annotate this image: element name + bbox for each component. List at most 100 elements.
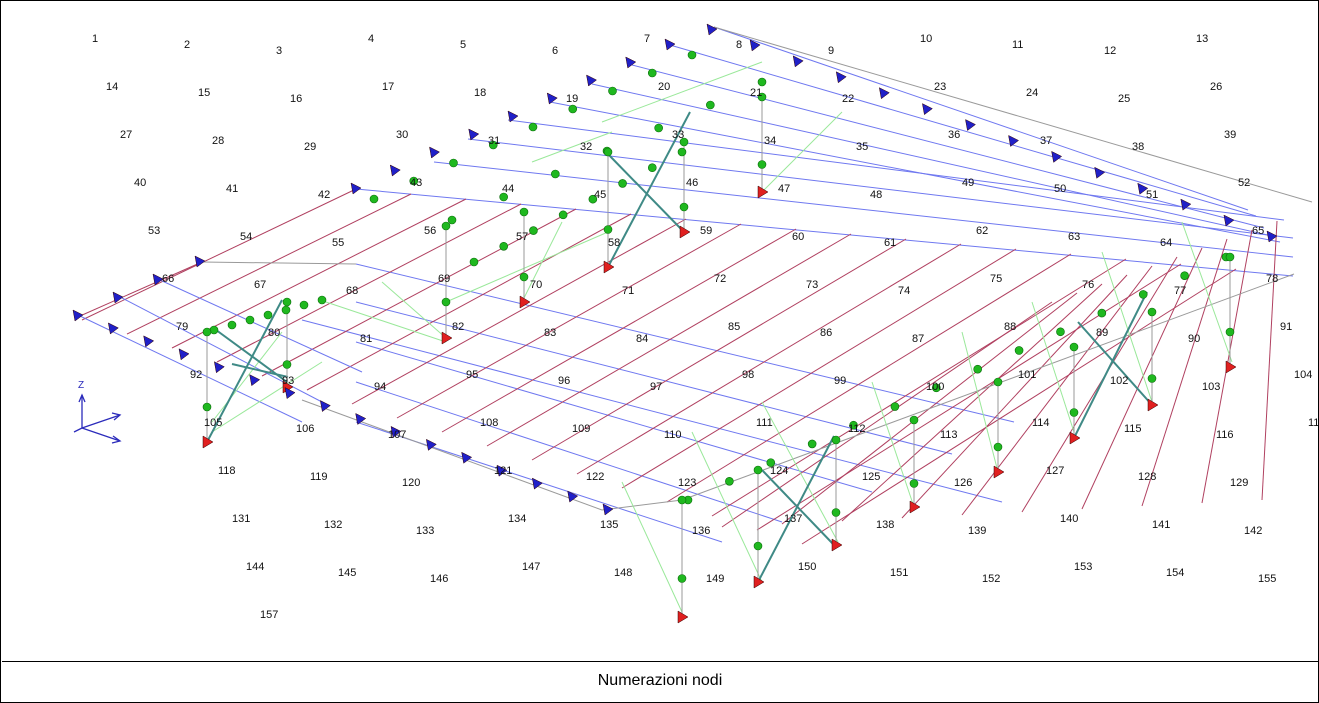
node-number-label: 107 (388, 429, 406, 441)
node-number-label: 2 (184, 39, 190, 51)
node-marker (1014, 346, 1024, 355)
node-number-label: 140 (1060, 513, 1078, 525)
node-marker (281, 305, 291, 315)
secondary-beam (1081, 247, 1203, 510)
node-number-label: 37 (1040, 135, 1052, 147)
fixed-support-icon (603, 260, 615, 274)
node-number-label: 8 (736, 39, 742, 51)
node-marker (1147, 374, 1157, 383)
node-number-label: 95 (466, 369, 478, 381)
fixed-support-icon (831, 538, 843, 552)
node-marker (890, 402, 900, 411)
node-number-label: 51 (1146, 189, 1158, 201)
node-marker (932, 383, 941, 393)
node-number-label: 112 (848, 423, 866, 435)
primary-beam (591, 83, 1273, 237)
node-number-label: 98 (742, 369, 754, 381)
node-number-label: 29 (304, 141, 316, 153)
node-number-label: 57 (516, 231, 528, 243)
pinned-support-icon (461, 451, 473, 464)
node-marker (299, 300, 309, 310)
node-number-label: 137 (784, 513, 802, 525)
node-marker (369, 194, 379, 204)
node-marker (725, 477, 734, 486)
node-marker (687, 50, 697, 60)
node-number-label: 39 (1224, 129, 1236, 141)
node-marker (993, 442, 1003, 452)
node-number-label: 53 (148, 225, 160, 237)
node-number-label: 146 (430, 573, 448, 585)
node-marker (618, 179, 627, 188)
node-number-label: 10 (920, 33, 932, 45)
x-brace (605, 151, 685, 233)
node-number-label: 61 (884, 237, 896, 249)
node-marker (1225, 327, 1235, 337)
node-marker (317, 295, 327, 305)
node-marker (909, 479, 919, 488)
node-marker (263, 310, 273, 320)
secondary-beam (441, 228, 797, 433)
secondary-beam (621, 248, 1017, 489)
primary-beam (507, 119, 1285, 221)
node-number-label: 118 (218, 465, 236, 477)
node-number-label: 90 (1188, 333, 1200, 345)
pinned-support-icon (194, 255, 206, 268)
node-number-label: 21 (750, 87, 762, 99)
node-number-label: 44 (502, 183, 514, 195)
node-number-label: 7 (644, 33, 650, 45)
node-number-label: 93 (282, 375, 294, 387)
pinned-support-icon (835, 71, 847, 84)
primary-beam (301, 319, 1003, 503)
pinned-support-icon (72, 309, 84, 322)
pinned-support-icon (965, 119, 976, 131)
node-number-label: 60 (792, 231, 804, 243)
node-number-label: 94 (374, 381, 386, 393)
node-marker (757, 92, 767, 102)
node-marker (528, 122, 538, 132)
diagonal-brace (961, 331, 999, 473)
node-marker (677, 495, 687, 505)
node-marker (647, 68, 657, 78)
node-number-label: 114 (1032, 417, 1050, 429)
brace-layer (206, 61, 1233, 613)
node-number-label: 97 (650, 381, 662, 393)
edge-beam (201, 261, 357, 265)
diagonal-brace (761, 111, 843, 193)
node-number-label: 138 (876, 519, 894, 531)
node-number-label: 28 (212, 135, 224, 147)
secondary-beam (841, 283, 1103, 522)
pinned-support-icon (425, 438, 437, 451)
node-marker (449, 158, 458, 168)
node-marker (1138, 290, 1148, 299)
node-marker (757, 160, 767, 169)
node-number-label: 84 (636, 333, 648, 345)
node-number-label: 148 (614, 567, 632, 579)
node-number-label: 35 (856, 141, 868, 153)
pinned-support-icon (350, 182, 362, 195)
diagonal-brace (1181, 221, 1233, 363)
node-number-label: 101 (1018, 369, 1036, 381)
node-number-label: 41 (226, 183, 238, 195)
node-number-label: 3 (276, 45, 282, 57)
primary-beam (355, 188, 1294, 277)
node-number-label: 48 (870, 189, 882, 201)
node-number-label: 124 (770, 465, 788, 477)
node-number-label: 18 (474, 87, 486, 99)
primary-beam (713, 26, 1249, 211)
node-number-label: 126 (954, 477, 972, 489)
node-number-label: 6 (552, 45, 558, 57)
node-number-label: 59 (700, 225, 712, 237)
node-number-label: 144 (246, 561, 264, 573)
node-number-label: 92 (190, 369, 202, 381)
node-marker (909, 415, 919, 425)
secondary-beam (216, 203, 522, 363)
axis-origin-stub (73, 427, 83, 433)
node-number-label: 104 (1294, 369, 1312, 381)
pinned-support-icon (567, 490, 579, 503)
node-number-label: 131 (232, 513, 250, 525)
node-number-label: 96 (558, 375, 570, 387)
pinned-support-icon (922, 103, 933, 116)
pinned-support-icon (1008, 135, 1020, 147)
node-marker (202, 402, 212, 412)
node-number-label: 113 (940, 429, 958, 441)
